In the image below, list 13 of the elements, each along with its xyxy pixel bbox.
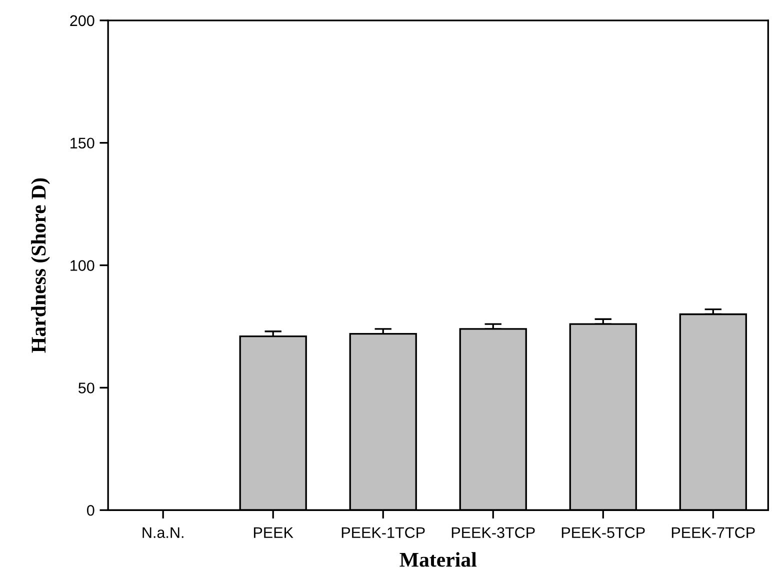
x-tick-label: PEEK-5TCP [562,527,645,538]
y-tick-label: 50 [78,382,94,394]
y-axis-title: Hardness (Shore D) [31,178,50,353]
y-tick-label: 200 [70,15,94,26]
x-tick-label: PEEK-7TCP [672,527,755,538]
x-axis-title: Material [400,552,477,567]
x-tick-label: PEEK-1TCP [342,527,425,538]
y-tick-label: 0 [86,504,94,516]
y-tick-label: 150 [70,138,94,149]
x-tick-label: PEEK-3TCP [452,527,535,538]
y-tick-label: 100 [70,260,94,271]
x-tick-label: N.a.N. [142,527,184,538]
x-tick-label: PEEK [254,527,294,538]
